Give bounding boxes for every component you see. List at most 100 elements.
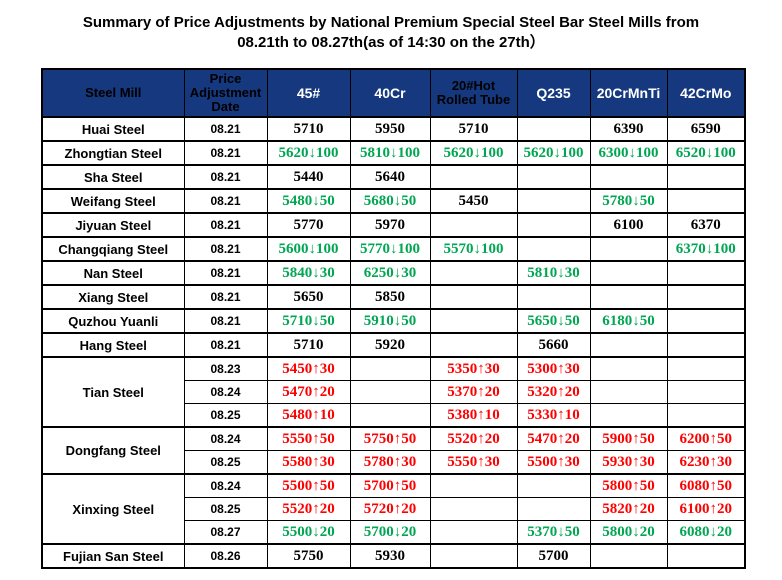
date-cell: 08.21 <box>183 260 268 286</box>
price-cell: 5720↑20 <box>349 497 431 521</box>
price-cell: 5650↓50 <box>516 308 591 334</box>
price-cell <box>666 188 746 214</box>
price-cell: 6390 <box>589 116 668 142</box>
price-cell <box>666 356 746 381</box>
price-cell: 5710 <box>266 116 351 142</box>
mill-name-cell: Xiang Steel <box>41 284 185 310</box>
date-cell: 08.21 <box>183 188 268 214</box>
price-cell <box>589 284 668 310</box>
mill-name-cell: Zhongtian Steel <box>41 140 185 166</box>
price-cell: 5820↑20 <box>589 497 668 521</box>
price-cell: 5700↓20 <box>349 520 431 545</box>
mill-name-cell: Fujian San Steel <box>41 543 185 569</box>
price-cell: 5780↓50 <box>589 188 668 214</box>
price-cell: 5470↑20 <box>516 426 591 451</box>
price-cell <box>429 284 518 310</box>
mill-name-cell: Nan Steel <box>41 260 185 286</box>
price-cell: 5710↓50 <box>266 308 351 334</box>
table-row: Tian Steel 08.23 5450↑30 5350↑30 5300↑30 <box>41 356 746 428</box>
price-cell <box>666 260 746 286</box>
mill-name-cell: Dongfang Steel <box>41 426 185 475</box>
price-cell <box>429 164 518 190</box>
price-cell: 5370↑20 <box>429 380 518 404</box>
price-cell <box>589 236 668 262</box>
price-cell: 5780↑30 <box>349 450 431 475</box>
date-cell: 08.25 <box>183 403 268 428</box>
price-cell: 5470↑20 <box>266 380 351 404</box>
price-cell: 5570↓100 <box>429 236 518 262</box>
price-cell <box>666 308 746 334</box>
column-header-2: 45# <box>266 68 351 118</box>
table-row: 08.25 5580↑30 5780↑30 5550↑30 5500↑30 5930↑30… <box>42 450 746 475</box>
price-cell: 5380↑10 <box>429 403 518 428</box>
table-row: Jiyuan Steel 08.21 5770 5970 6100 6370 <box>41 212 746 238</box>
column-header-7: 42CrMo <box>666 68 746 118</box>
price-cell: 6200↑50 <box>666 426 746 451</box>
price-cell: 5930↑30 <box>589 450 668 475</box>
price-cell: 5850 <box>349 284 431 310</box>
price-cell: 5910↓50 <box>349 308 431 334</box>
price-cell: 6180↓50 <box>589 308 668 334</box>
date-cell: 08.25 <box>183 450 268 475</box>
price-cell <box>589 164 668 190</box>
price-cell: 5640 <box>349 164 431 190</box>
mill-name-cell: Tian Steel <box>41 356 185 428</box>
price-cell: 5500↑50 <box>266 473 351 498</box>
price-cell <box>589 403 668 428</box>
mill-name-cell: Xinxing Steel <box>41 473 185 545</box>
price-cell: 6250↓30 <box>349 260 431 286</box>
price-cell: 5660 <box>516 332 591 358</box>
column-header-3: 40Cr <box>349 68 431 118</box>
price-cell <box>349 403 431 428</box>
date-cell: 08.21 <box>183 236 268 262</box>
price-cell: 6100↑20 <box>666 497 746 521</box>
price-cell: 5700↑50 <box>349 473 431 498</box>
price-cell <box>429 473 518 498</box>
price-cell: 5520↑20 <box>429 426 518 451</box>
date-cell: 08.26 <box>183 543 268 569</box>
price-cell: 5370↓50 <box>516 520 591 545</box>
price-cell: 5710 <box>266 332 351 358</box>
price-cell <box>666 332 746 358</box>
price-cell: 5900↑50 <box>589 426 668 451</box>
price-cell: 5600↓100 <box>266 236 351 262</box>
price-cell <box>429 520 518 545</box>
price-cell <box>349 356 431 381</box>
page-title-line2: 08.21th to 08.27th(as of 14:30 on the 27… <box>237 34 545 51</box>
table-row: Dongfang Steel 08.24 5550↑50 5750↑50 5520↑20… <box>41 426 746 475</box>
date-cell: 08.25 <box>183 497 268 521</box>
date-cell: 08.21 <box>183 284 268 310</box>
price-cell <box>666 403 746 428</box>
price-cell: 5320↑20 <box>516 380 591 404</box>
price-cell: 5620↓100 <box>429 140 518 166</box>
mill-name-cell: Weifang Steel <box>41 188 185 214</box>
price-cell <box>589 543 668 569</box>
price-cell <box>516 212 591 238</box>
page-title-line1: Summary of Price Adjustments by National… <box>82 14 700 31</box>
price-cell: 5800↑50 <box>589 473 668 498</box>
price-cell: 5770↓100 <box>349 236 431 262</box>
price-cell: 5580↑30 <box>266 450 351 475</box>
price-cell: 5650 <box>266 284 351 310</box>
price-cell <box>516 236 591 262</box>
table-row: Weifang Steel 08.21 5480↓50 5680↓50 5450 5780… <box>41 188 746 214</box>
price-cell <box>666 284 746 310</box>
price-cell <box>429 332 518 358</box>
table-row: 08.25 5520↑20 5720↑20 5820↑20 6100↑20 <box>42 497 746 521</box>
table-row: Quzhou Yuanli 08.21 5710↓50 5910↓50 5650↓50 6… <box>41 308 746 334</box>
date-cell: 08.21 <box>183 308 268 334</box>
price-cell: 5750 <box>266 543 351 569</box>
price-cell: 5680↓50 <box>349 188 431 214</box>
price-summary-page: Summary of Price Adjustments by National… <box>0 13 782 580</box>
price-cell: 5750↑50 <box>349 426 431 451</box>
price-cell: 5840↓30 <box>266 260 351 286</box>
date-cell: 08.23 <box>183 356 268 381</box>
price-cell <box>429 212 518 238</box>
price-cell: 5300↑30 <box>516 356 591 381</box>
mill-name-cell: Huai Steel <box>41 116 185 142</box>
price-cell: 5810↓100 <box>349 140 431 166</box>
table-row: Zhongtian Steel 08.21 5620↓100 5810↓100 5620… <box>41 140 746 166</box>
table-row: Xinxing Steel 08.24 5500↑50 5700↑50 5800↑50 6… <box>41 473 746 545</box>
price-cell: 6590 <box>666 116 746 142</box>
price-cell: 5620↓100 <box>516 140 591 166</box>
